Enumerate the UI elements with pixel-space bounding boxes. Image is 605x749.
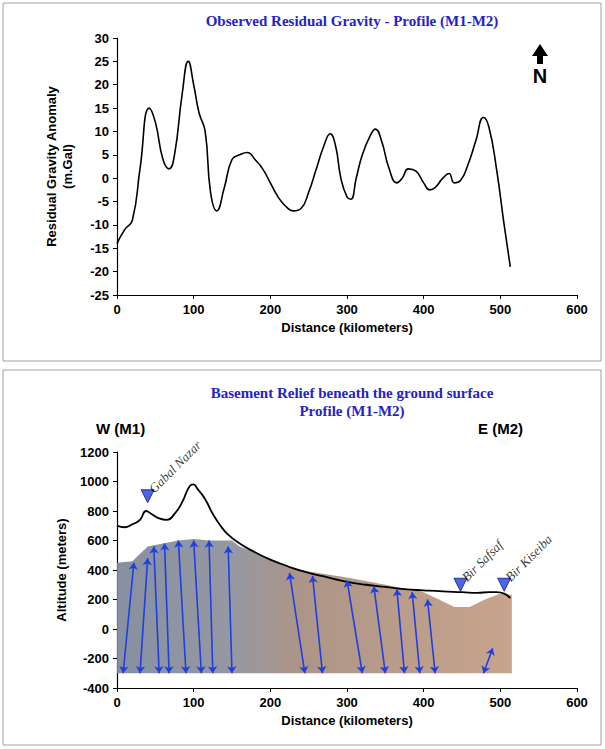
svg-text:-400: -400 [83, 681, 109, 696]
svg-text:Profile (M1-M2): Profile (M1-M2) [299, 403, 404, 420]
svg-text:(m.Gal): (m.Gal) [60, 144, 75, 189]
svg-text:800: 800 [87, 504, 109, 519]
svg-text:Distance (kilometers): Distance (kilometers) [281, 713, 413, 728]
svg-text:600: 600 [566, 302, 588, 317]
svg-text:0: 0 [113, 695, 120, 710]
svg-text:300: 300 [336, 695, 358, 710]
svg-text:200: 200 [259, 302, 281, 317]
svg-text:100: 100 [183, 302, 205, 317]
svg-text:15: 15 [95, 101, 109, 116]
svg-text:400: 400 [413, 302, 435, 317]
svg-text:600: 600 [566, 695, 588, 710]
svg-text:500: 500 [489, 302, 511, 317]
svg-text:600: 600 [87, 533, 109, 548]
svg-text:400: 400 [413, 695, 435, 710]
svg-text:25: 25 [95, 54, 109, 69]
svg-text:100: 100 [183, 695, 205, 710]
svg-text:-200: -200 [83, 651, 109, 666]
svg-text:W (M1): W (M1) [96, 420, 145, 437]
svg-text:30: 30 [95, 31, 109, 46]
svg-text:-5: -5 [97, 194, 109, 209]
svg-text:-20: -20 [90, 264, 109, 279]
svg-text:Basement Relief beneath the gr: Basement Relief beneath the ground surfa… [211, 385, 494, 401]
svg-text:500: 500 [489, 695, 511, 710]
svg-text:E (M2): E (M2) [478, 420, 523, 437]
svg-text:Bir Safsaf: Bir Safsaf [459, 536, 508, 585]
svg-text:Distance (kilometers): Distance (kilometers) [281, 320, 413, 335]
svg-text:20: 20 [95, 77, 109, 92]
svg-text:Observed Residual Gravity - Pr: Observed Residual Gravity - Profile (M1-… [206, 13, 499, 30]
svg-text:Bir Kiseiba: Bir Kiseiba [502, 532, 555, 585]
svg-text:5: 5 [102, 147, 109, 162]
svg-text:1000: 1000 [80, 474, 109, 489]
svg-text:1200: 1200 [80, 445, 109, 460]
svg-text:Gabal Nazar: Gabal Nazar [146, 437, 205, 496]
svg-text:10: 10 [95, 124, 109, 139]
svg-text:200: 200 [259, 695, 281, 710]
svg-text:Altitude (meters): Altitude (meters) [54, 518, 69, 621]
svg-text:-15: -15 [90, 241, 109, 256]
svg-text:0: 0 [113, 302, 120, 317]
svg-text:Residual Gravity Anomaly: Residual Gravity Anomaly [44, 85, 59, 246]
svg-text:0: 0 [102, 622, 109, 637]
svg-text:N: N [533, 65, 547, 87]
svg-text:0: 0 [102, 171, 109, 186]
svg-text:400: 400 [87, 563, 109, 578]
svg-text:300: 300 [336, 302, 358, 317]
svg-text:200: 200 [87, 592, 109, 607]
svg-text:-25: -25 [90, 288, 109, 303]
svg-text:-10: -10 [90, 217, 109, 232]
